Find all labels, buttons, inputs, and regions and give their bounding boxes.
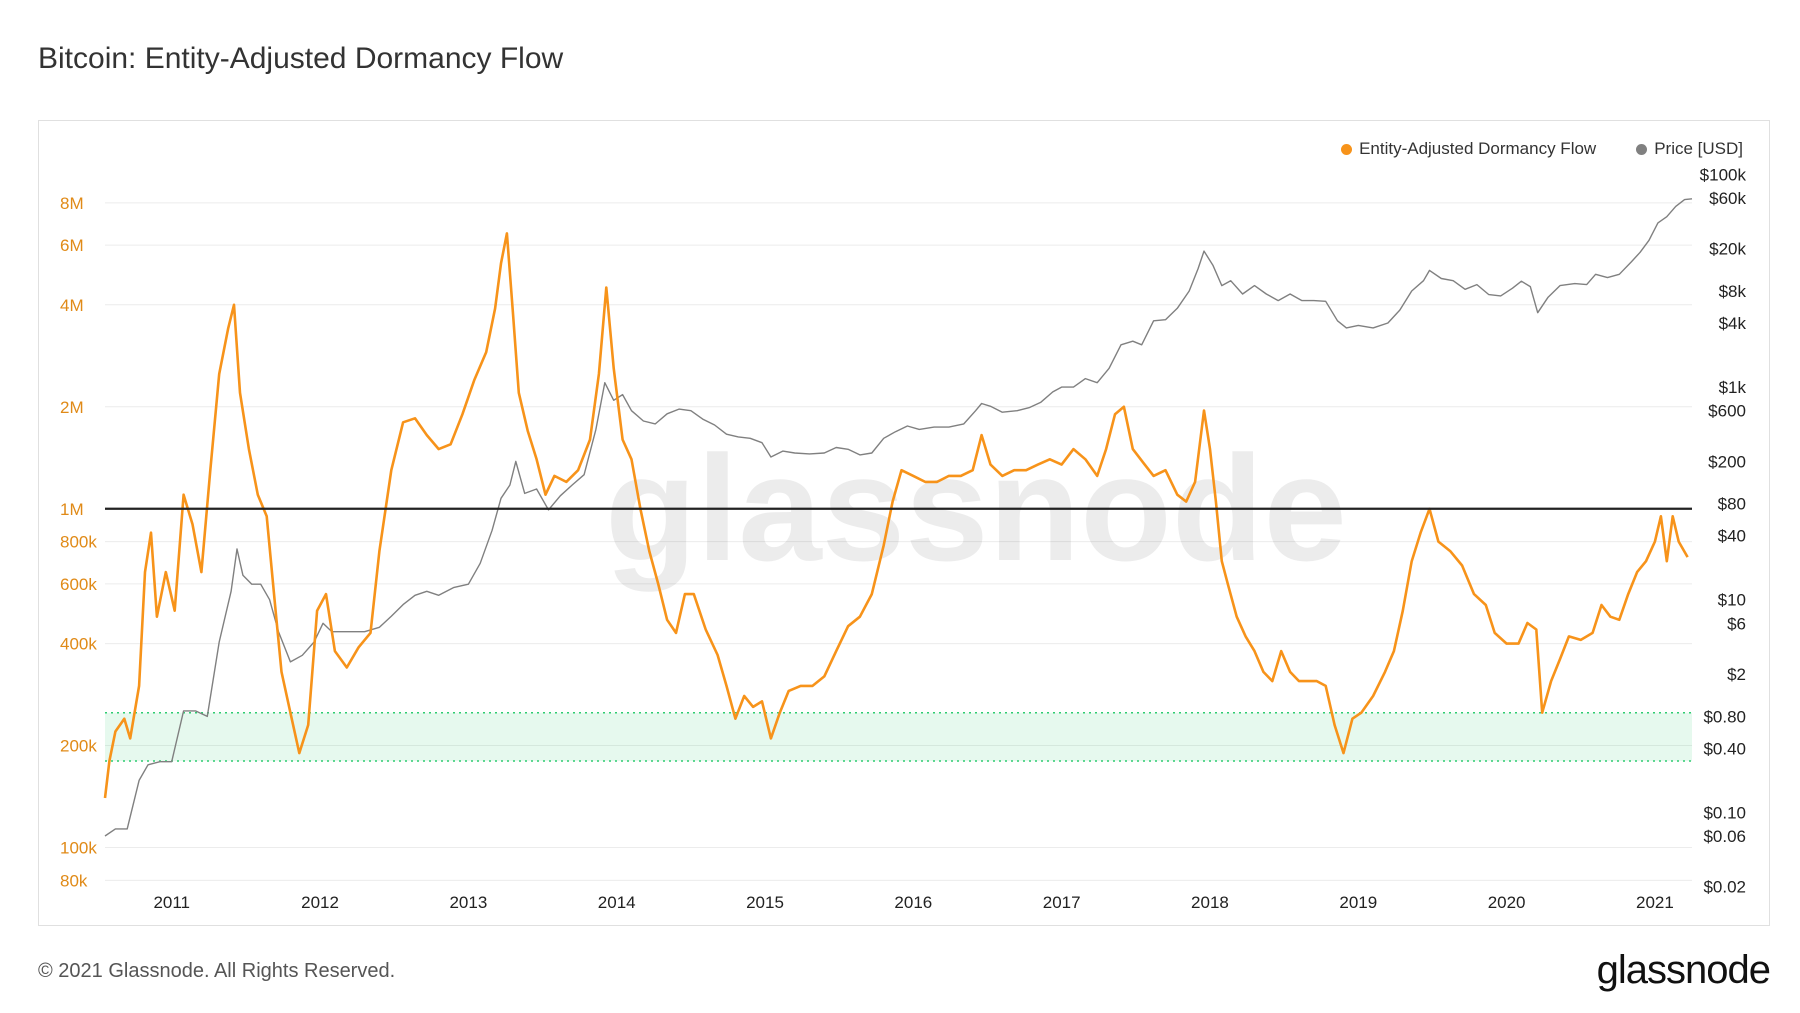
left-tick-label: 400k [60,635,97,654]
legend[interactable]: Entity-Adjusted Dormancy Flow Price [USD… [1341,139,1743,159]
grid-lines [105,202,1692,881]
x-tick-label: 2019 [1339,893,1377,912]
price-series [104,198,1693,837]
left-tick-label: 8M [60,194,84,213]
right-tick-label: $0.06 [1703,827,1746,846]
green-band [105,711,1692,762]
x-tick-label: 2013 [449,893,487,912]
right-tick-label: $600 [1708,402,1746,421]
green-band-area [105,712,1692,762]
left-axis-ticks: 80k 100k 200k 400k 600k 800k 1M 2M 4M 6M 8M [60,194,97,891]
right-tick-label: $20k [1709,240,1746,259]
x-tick-label: 2017 [1043,893,1081,912]
right-tick-label: $80 [1718,495,1746,514]
x-tick-label: 2015 [746,893,784,912]
left-tick-label: 800k [60,533,97,552]
right-tick-label: $0.02 [1703,878,1746,897]
x-axis-ticks: 2011 2012 2013 2014 2015 2016 2017 2018 2019 2020… [153,893,1673,912]
legend-dot-dormancy-flow [1341,143,1353,155]
left-tick-label: 2M [60,398,84,417]
x-tick-label: 2018 [1191,893,1229,912]
left-tick-label: 1M [60,500,84,519]
x-tick-label: 2012 [301,893,339,912]
right-tick-label: $1k [1719,378,1747,397]
x-tick-label: 2014 [598,893,636,912]
legend-label-price: Price [USD] [1654,139,1743,158]
legend-item-price[interactable]: Price [USD] [1636,139,1743,159]
left-tick-label: 600k [60,575,97,594]
legend-item-dormancy-flow[interactable]: Entity-Adjusted Dormancy Flow [1341,139,1596,159]
right-tick-label: $200 [1708,452,1746,471]
right-tick-label: $100k [1700,165,1747,184]
right-tick-label: $40 [1718,527,1746,546]
left-tick-label: 100k [60,839,97,858]
x-tick-label: 2016 [894,893,932,912]
chart-frame [38,120,1770,926]
x-tick-label: 2011 [153,893,190,912]
right-tick-label: $8k [1719,282,1747,301]
left-tick-label: 4M [60,296,84,315]
left-tick-label: 200k [60,737,97,756]
right-tick-label: $2 [1727,665,1746,684]
legend-dot-price [1636,143,1648,155]
right-tick-label: $10 [1718,591,1746,610]
chart-title: Bitcoin: Entity-Adjusted Dormancy Flow [38,42,564,75]
right-tick-label: $0.80 [1703,707,1746,726]
legend-label-dormancy-flow: Entity-Adjusted Dormancy Flow [1359,139,1597,158]
left-tick-label: 6M [60,236,84,255]
right-tick-label: $4k [1719,314,1747,333]
right-axis-ticks: $0.02 $0.06 $0.10 $0.40 $0.80 $2 $6 $10 $40 $80 $2… [1700,165,1747,896]
right-tick-label: $0.40 [1703,739,1746,758]
right-tick-label: $0.10 [1703,803,1746,822]
right-tick-label: $6 [1727,614,1746,633]
x-tick-label: 2020 [1488,893,1526,912]
x-tick-label: 2021 [1636,893,1674,912]
series-line-price-layer [104,198,1693,837]
brand-logo[interactable]: glassnode [1596,948,1771,992]
copyright-text: © 2021 Glassnode. All Rights Reserved. [38,960,396,982]
left-tick-label: 80k [60,871,88,890]
right-tick-label: $60k [1709,189,1746,208]
